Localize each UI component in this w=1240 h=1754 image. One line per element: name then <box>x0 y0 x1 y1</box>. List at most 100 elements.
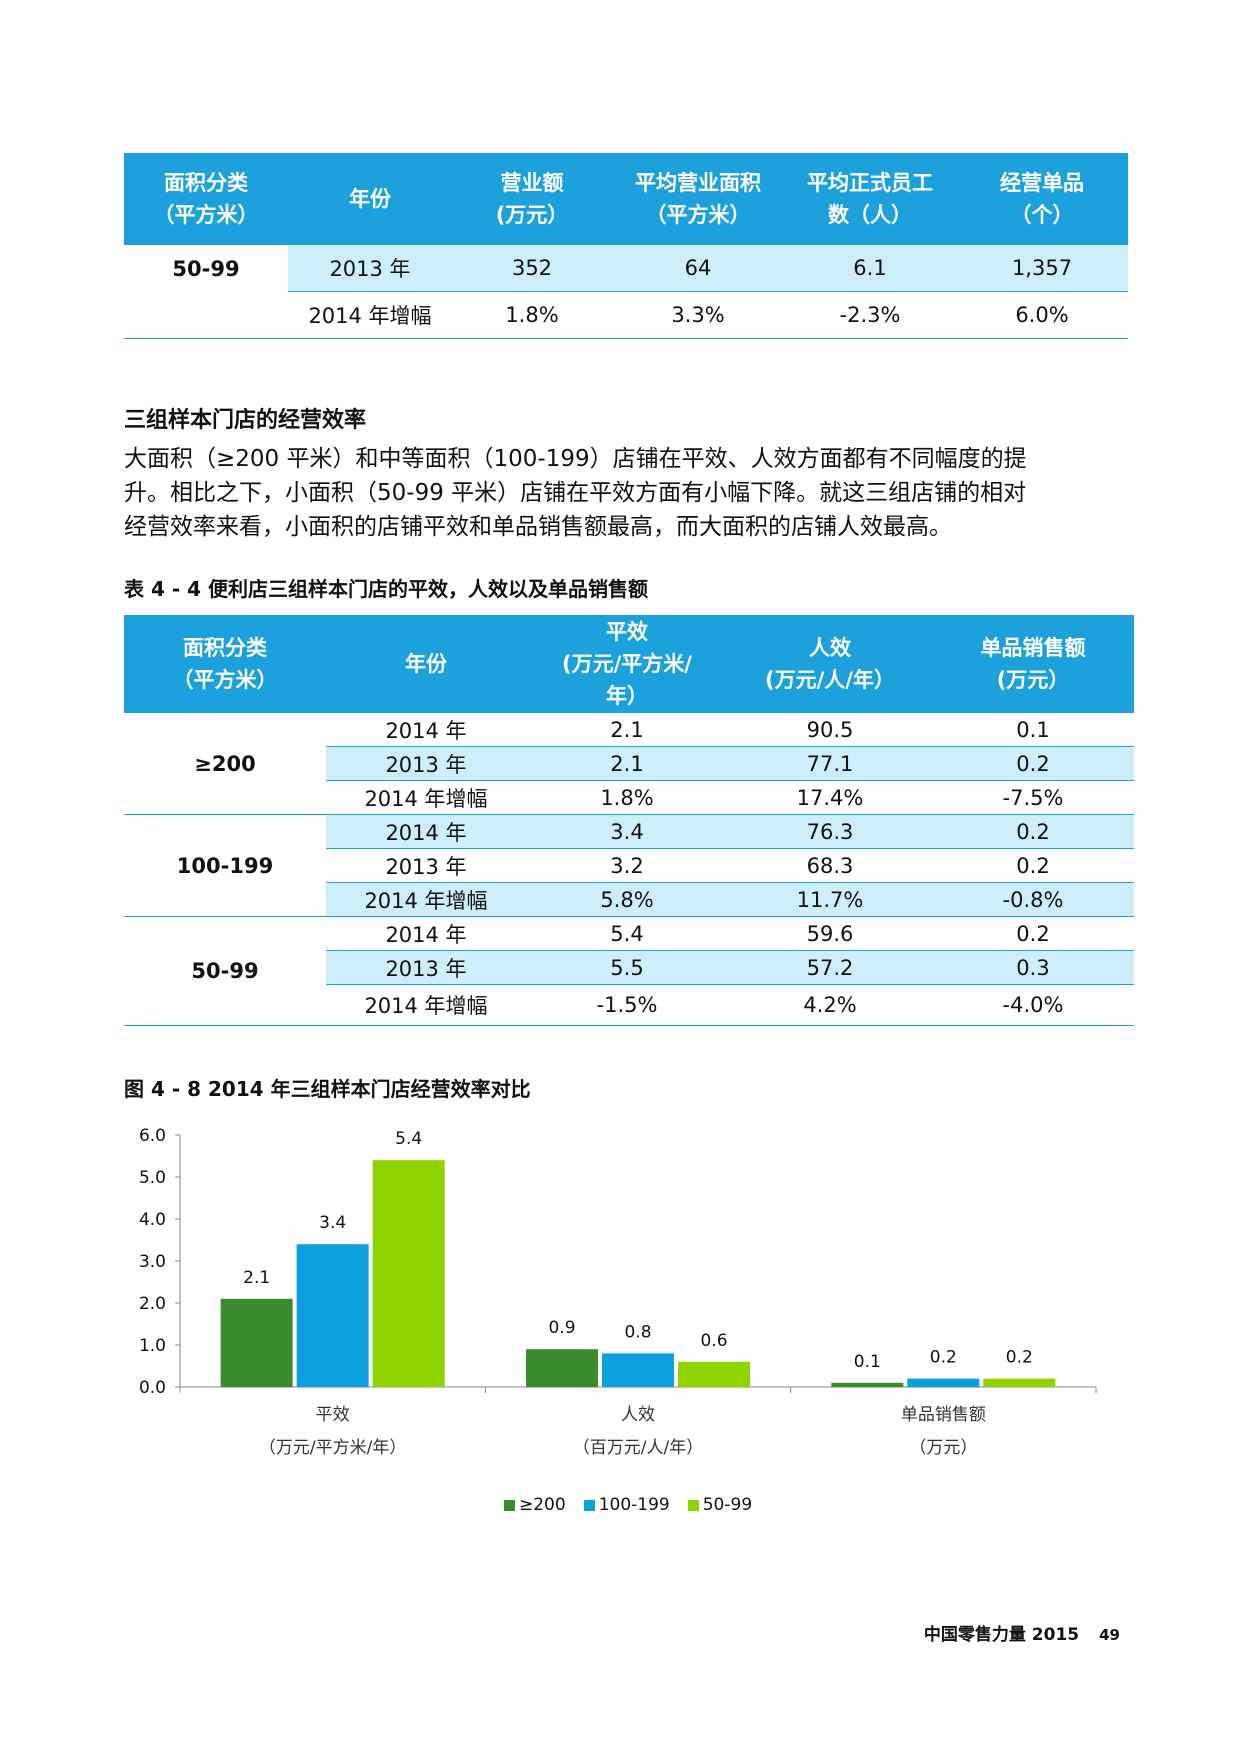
bar <box>526 1349 598 1387</box>
cell: 2014 年增幅 <box>326 780 526 815</box>
data-label: 5.4 <box>395 1129 422 1149</box>
cell: 3.3% <box>612 291 784 339</box>
header-area-category: 面积分类 （平方米） <box>124 615 326 713</box>
bar <box>372 1160 445 1387</box>
cell: 352 <box>452 245 612 292</box>
cell: 1.8% <box>526 780 728 815</box>
table-row: 2013 年 5.5 57.2 0.3 <box>124 950 1134 985</box>
category-label: 人效 <box>621 1405 655 1425</box>
row-category: 50-99 <box>124 916 326 1026</box>
cell: 3.4 <box>526 814 728 849</box>
cell: 11.7% <box>728 882 932 917</box>
legend-item: 100-199 <box>583 1495 670 1515</box>
table-caption: 表 4 - 4 便利店三组样本门店的平效，人效以及单品销售额 <box>124 577 648 601</box>
header-sales-per-staff: 人效 (万元/人/年） <box>728 615 932 713</box>
bar <box>907 1378 980 1387</box>
header-avg-area: 平均营业面积 （平方米） <box>612 153 784 245</box>
cell: 0.1 <box>932 713 1134 747</box>
table-row: 100-199 2014 年 3.4 76.3 0.2 <box>124 814 1134 917</box>
data-label: 0.9 <box>548 1318 575 1338</box>
data-label: 0.2 <box>930 1348 957 1368</box>
cell: 57.2 <box>728 950 932 985</box>
paragraph-line: 大面积（≥200 平米）和中等面积（100-199）店铺在平效、人效方面都有不同… <box>124 446 1027 472</box>
table-row: 2014 年增幅 5.8% 11.7% -0.8% <box>124 882 1134 917</box>
bar <box>296 1244 369 1387</box>
y-tick-label: 3.0 <box>139 1252 166 1272</box>
cell: 90.5 <box>728 713 932 747</box>
cell: 0.2 <box>932 814 1134 849</box>
row-category: ≥200 <box>124 713 326 815</box>
cell: -4.0% <box>932 984 1134 1026</box>
cell: 1.8% <box>452 291 612 339</box>
cell: 2013 年 <box>288 245 452 292</box>
bar-chart: 0.0 1.0 2.0 3.0 4.0 5.0 6.0 2.1 3.4 5.4 平效 （万元/平方米/… <box>139 1126 1097 1458</box>
y-tick-label: 1.0 <box>139 1336 166 1356</box>
section-title: 三组样本门店的经营效率 <box>124 408 367 433</box>
cell: 5.8% <box>526 882 728 917</box>
header-area-category: 面积分类 （平方米） <box>124 153 288 245</box>
cell: 6.1 <box>784 245 956 292</box>
header-sales-per-area: 平效 (万元/平方米/年） <box>526 615 728 713</box>
cell: 2.1 <box>526 746 728 781</box>
body-paragraph: 大面积（≥200 平米）和中等面积（100-199）店铺在平效、人效方面都有不同… <box>124 442 1124 544</box>
cell: 2014 年增幅 <box>326 882 526 917</box>
table-row: 50-99 2013 年 352 64 6.1 1,357 <box>124 245 1128 339</box>
cell: 3.2 <box>526 848 728 883</box>
cell: 0.3 <box>932 950 1134 985</box>
category-label: 单品销售额 <box>901 1405 986 1425</box>
chart-legend: ≥200 100-199 50-99 <box>504 1495 752 1515</box>
header-sales-per-sku: 单品销售额 (万元） <box>932 615 1134 713</box>
page-number: 49 <box>1099 1626 1120 1644</box>
y-tick-label: 6.0 <box>139 1126 166 1146</box>
legend-item: 50-99 <box>687 1495 753 1515</box>
table-header-row: 面积分类 （平方米） 年份 营业额 (万元） 平均营业面积 （平方米） 平均正式员工数… <box>124 153 1128 245</box>
row-category: 100-199 <box>124 814 326 917</box>
cell: 2014 年 <box>326 713 526 747</box>
table-row: 2014 年增幅 -1.5% 4.2% -4.0% <box>124 984 1134 1026</box>
cell: 2013 年 <box>326 746 526 781</box>
header-sku-count: 经营单品 （个） <box>956 153 1128 245</box>
y-tick-label: 2.0 <box>139 1294 166 1314</box>
y-tick-label: 5.0 <box>139 1168 166 1188</box>
category-unit-label: （百万元/人/年） <box>573 1438 703 1458</box>
table-store-overview: 面积分类 （平方米） 年份 营业额 (万元） 平均营业面积 （平方米） 平均正式员工数… <box>124 153 1128 339</box>
cell: 17.4% <box>728 780 932 815</box>
cell: 6.0% <box>956 291 1128 339</box>
page-footer: 中国零售力量 2015 49 <box>924 1620 1120 1645</box>
cell: 5.4 <box>526 916 728 951</box>
cell: 2013 年 <box>326 848 526 883</box>
table-row: 2013 年 2.1 77.1 0.2 <box>124 746 1134 781</box>
cell: 68.3 <box>728 848 932 883</box>
header-avg-staff: 平均正式员工 数（人） <box>784 153 956 245</box>
cell: 2013 年 <box>326 950 526 985</box>
cell: 2014 年 <box>326 916 526 951</box>
y-tick-label: 0.0 <box>139 1378 166 1398</box>
category-unit-label: （万元/平方米/年） <box>259 1438 406 1458</box>
table-row: ≥200 2014 年 2.1 90.5 0.1 <box>124 713 1134 815</box>
cell: 2014 年增幅 <box>288 291 452 339</box>
cell: 64 <box>612 245 784 292</box>
data-label: 2.1 <box>243 1268 270 1288</box>
cell: -1.5% <box>526 984 728 1026</box>
cell: 76.3 <box>728 814 932 849</box>
data-label: 0.2 <box>1006 1348 1033 1368</box>
bar <box>983 1378 1056 1387</box>
cell: -7.5% <box>932 780 1134 815</box>
table-row: 50-99 2014 年 5.4 59.6 0.2 <box>124 916 1134 1026</box>
bar <box>678 1361 750 1387</box>
cell: 2014 年 <box>326 814 526 849</box>
row-category: 50-99 <box>124 245 288 339</box>
legend-swatch <box>504 1499 515 1511</box>
legend-label: 50-99 <box>702 1495 753 1515</box>
cell: 0.2 <box>932 746 1134 781</box>
header-revenue: 营业额 (万元） <box>452 153 612 245</box>
cell: 0.2 <box>932 916 1134 951</box>
cell: -0.8% <box>932 882 1134 917</box>
paragraph-line: 经营效率来看，小面积的店铺平效和单品销售额最高，而大面积的店铺人效最高。 <box>124 514 952 540</box>
cell: 2014 年增幅 <box>326 984 526 1026</box>
paragraph-line: 升。相比之下，小面积（50-99 平米）店铺在平效方面有小幅下降。就这三组店铺的… <box>124 480 1027 506</box>
table-row: 2014 年增幅 1.8% 17.4% -7.5% <box>124 780 1134 815</box>
cell: -2.3% <box>784 291 956 339</box>
chart-caption: 图 4 - 8 2014 年三组样本门店经营效率对比 <box>124 1077 531 1101</box>
legend-swatch <box>583 1499 595 1511</box>
